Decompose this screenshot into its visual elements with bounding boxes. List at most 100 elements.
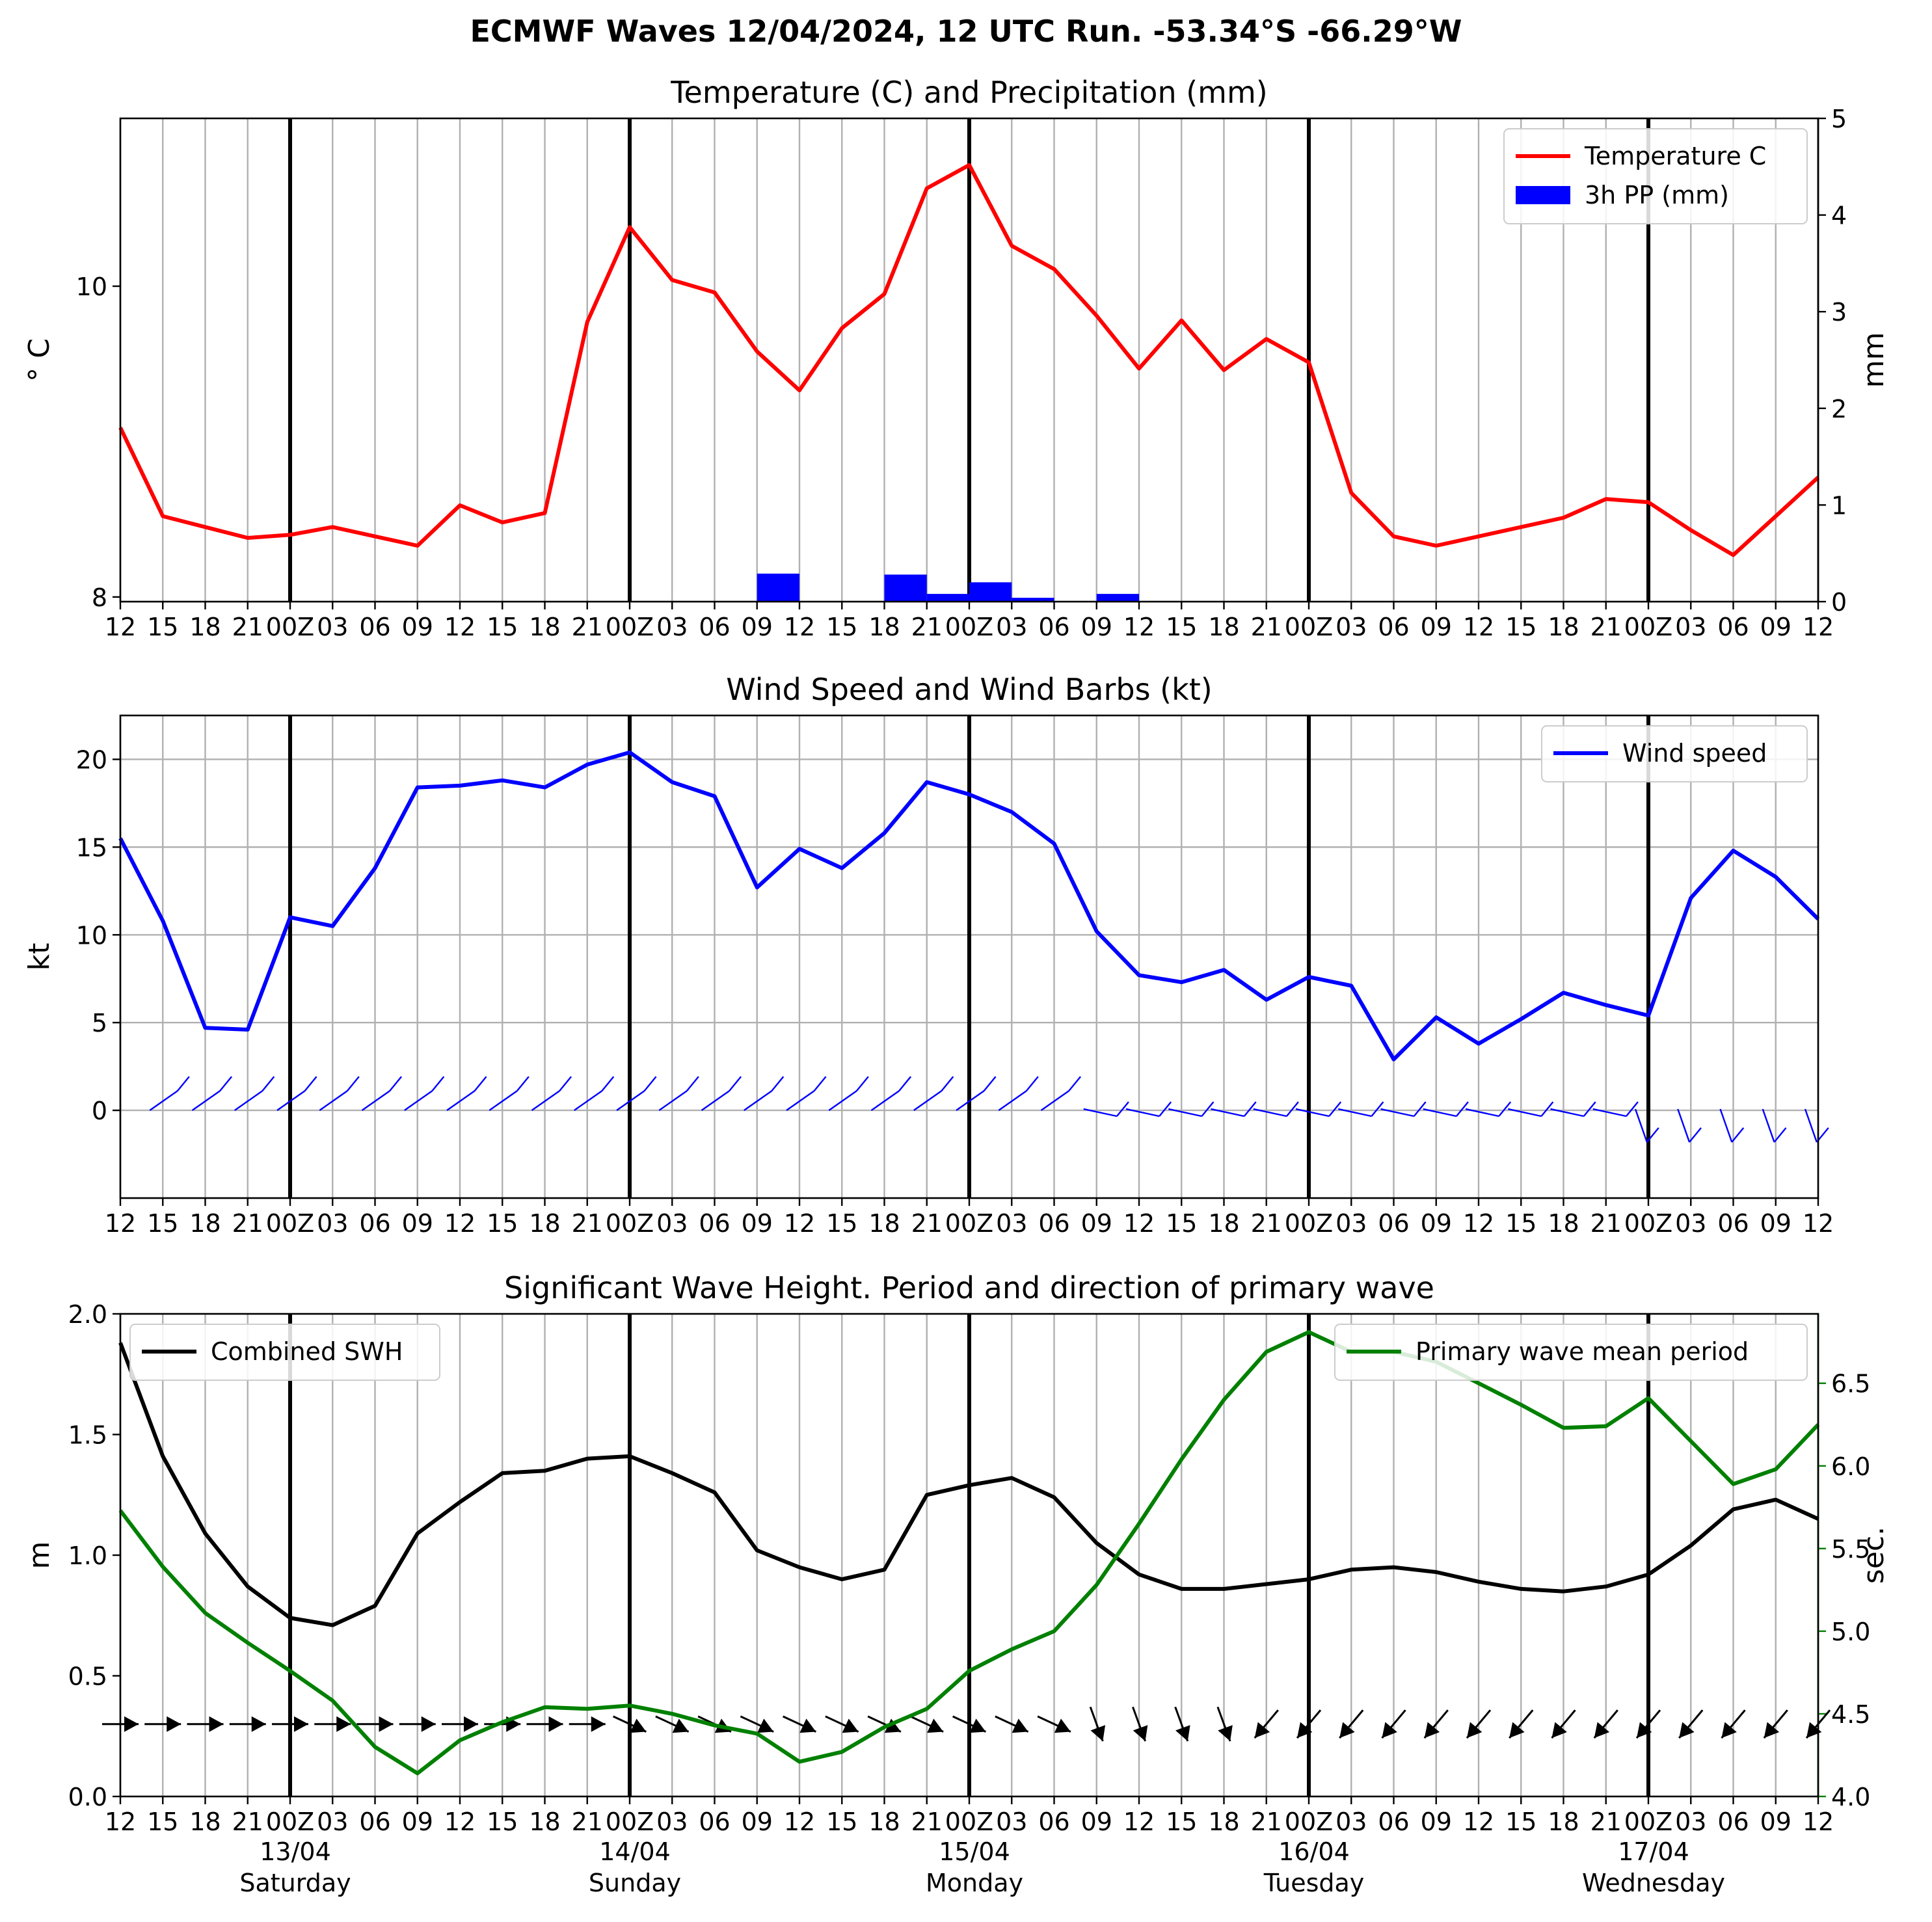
wind-barb-shaft: [234, 1090, 263, 1112]
wave-direction-arrowhead: [464, 1716, 478, 1732]
wind-barb-flag: [1731, 1127, 1745, 1143]
x-tick-label: 06: [1378, 1808, 1409, 1836]
wave-direction-arrowhead: [969, 1718, 986, 1733]
wave-direction-arrowhead: [1551, 1722, 1567, 1739]
x-tick-label: 09: [1421, 613, 1452, 641]
wind-barb-flag: [855, 1076, 869, 1092]
wind-barb-shaft: [1040, 1090, 1069, 1112]
wind-barb-flag: [431, 1076, 445, 1092]
wave-direction-arrowhead: [630, 1718, 647, 1733]
wind-barb-shaft: [1211, 1108, 1244, 1117]
wind-barb-flag: [1286, 1101, 1299, 1117]
x-tick-label: 03: [1335, 613, 1367, 641]
x-tick-label: 09: [1760, 1808, 1791, 1836]
wind-barb-shaft: [1380, 1108, 1414, 1117]
x-tick-label: 18: [1208, 1209, 1239, 1238]
plot-frame: [119, 1313, 1819, 1798]
right-y-tick-label: 6.0: [1831, 1452, 1870, 1481]
wind-barb-shaft: [1804, 1108, 1818, 1143]
wind-barb-shaft: [191, 1090, 221, 1112]
panel-title: Temperature (C) and Precipitation (mm): [670, 75, 1267, 110]
wind-barb-shaft: [658, 1090, 688, 1112]
y-tick-label: 10: [76, 921, 107, 950]
wind-barb-flag: [219, 1076, 233, 1092]
legend-box: [1503, 128, 1808, 224]
x-tick-label: 09: [402, 1209, 433, 1238]
right-y-tick-label: 1: [1831, 491, 1847, 520]
x-tick-label: 03: [317, 1808, 348, 1836]
y-tick-label: 20: [76, 745, 107, 774]
day-date-label: 16/04: [1278, 1837, 1350, 1866]
wave-direction-arrowhead: [1339, 1722, 1355, 1739]
x-tick-label: 03: [656, 613, 688, 641]
x-tick-label: 06: [359, 1808, 390, 1836]
x-tick-label: 03: [1335, 1209, 1367, 1238]
precip-bar: [1012, 598, 1054, 602]
wind-barb-flag: [1413, 1101, 1427, 1117]
wind-barb-shaft: [1465, 1108, 1499, 1117]
wave-direction-arrowhead: [1594, 1722, 1610, 1739]
wind-barb-shaft: [956, 1090, 985, 1112]
x-tick-label: 00Z: [606, 1808, 654, 1836]
x-tick-label: 12: [1463, 613, 1494, 641]
x-tick-label: 12: [1123, 613, 1155, 641]
x-tick-label: 03: [1335, 1808, 1367, 1836]
x-tick-label: 03: [317, 613, 348, 641]
wind-barb-flag: [686, 1076, 699, 1092]
wind-barb-flag: [304, 1076, 317, 1092]
x-tick-label: 06: [1378, 613, 1409, 641]
x-tick-label: 00Z: [945, 1808, 993, 1836]
wind-barb-flag: [1689, 1127, 1702, 1143]
x-tick-label: 21: [232, 1209, 263, 1238]
wind-barb-flag: [771, 1076, 785, 1092]
wind-barb-shaft: [1253, 1108, 1287, 1117]
wind-barb-flag: [983, 1076, 997, 1092]
x-tick-label: 21: [232, 613, 263, 641]
x-tick-label: 21: [1251, 613, 1282, 641]
x-tick-label: 21: [572, 613, 603, 641]
x-tick-label: 03: [996, 1808, 1027, 1836]
right-y-tick-label: 5.0: [1831, 1618, 1870, 1646]
y-axis-label: m: [23, 1542, 56, 1569]
legend-swatch-bar: [1516, 186, 1570, 204]
wind-barb-flag: [601, 1076, 615, 1092]
wave-direction-arrowhead: [927, 1718, 944, 1733]
wave-direction-arrowhead: [294, 1716, 308, 1732]
wave-direction-arrowhead: [1297, 1722, 1313, 1739]
x-tick-label: 09: [1421, 1808, 1452, 1836]
x-tick-label: 00Z: [1624, 1808, 1672, 1836]
wind-barb-shaft: [574, 1090, 603, 1112]
x-tick-label: 06: [1038, 1808, 1069, 1836]
y-tick-label: 15: [76, 833, 107, 862]
wave-period-line: [118, 1330, 1820, 1776]
x-tick-label: 18: [189, 1209, 221, 1238]
wave-direction-arrowhead: [1090, 1725, 1106, 1742]
x-tick-label: 12: [784, 613, 815, 641]
wind-barb-shaft: [446, 1090, 476, 1112]
x-tick-label: 06: [699, 1209, 730, 1238]
wind-barb-shaft: [1677, 1108, 1691, 1143]
x-tick-label: 03: [656, 1209, 688, 1238]
wind-barb-shaft: [319, 1090, 348, 1112]
precip-bar: [926, 594, 969, 602]
wind-barb-shaft: [489, 1090, 518, 1112]
y-tick-label: 2.0: [68, 1300, 107, 1329]
x-tick-label: 09: [402, 613, 433, 641]
x-tick-label: 03: [1675, 1209, 1706, 1238]
wind-barb-shaft: [1337, 1108, 1372, 1117]
wind-speed-line: [118, 750, 1820, 1061]
x-tick-label: 12: [1123, 1209, 1155, 1238]
wind-barb-shaft: [1719, 1108, 1733, 1143]
x-tick-label: 15: [147, 1209, 178, 1238]
x-tick-label: 18: [1548, 613, 1579, 641]
x-tick-label: 00Z: [266, 613, 314, 641]
x-tick-label: 15: [147, 613, 178, 641]
wave-direction-arrowhead: [591, 1716, 606, 1732]
x-tick-label: 00Z: [1285, 1808, 1333, 1836]
x-tick-label: 12: [444, 1808, 476, 1836]
x-tick-label: 03: [1675, 1808, 1706, 1836]
wind-barb-shaft: [701, 1090, 730, 1112]
x-tick-label: 12: [1123, 1808, 1155, 1836]
wind-barb-flag: [813, 1076, 827, 1092]
